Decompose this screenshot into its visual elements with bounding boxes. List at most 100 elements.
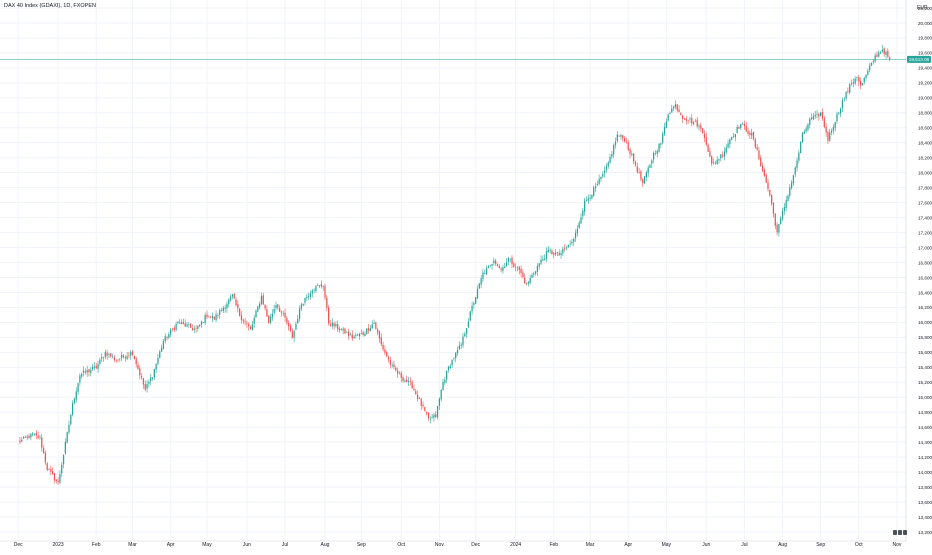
candle-body: [258, 303, 261, 308]
candle-body: [752, 132, 755, 140]
candle-body: [66, 432, 68, 443]
auto-scale-button-icon[interactable]: [903, 530, 907, 535]
candle-body: [188, 324, 190, 325]
candle-body: [594, 186, 597, 189]
scale-button-icon[interactable]: [893, 530, 897, 535]
candle-body: [520, 268, 522, 274]
candle-body: [740, 123, 742, 128]
candle-body: [534, 271, 537, 274]
candle-body: [311, 290, 313, 294]
candle-body: [683, 118, 686, 120]
candle-body: [656, 150, 658, 154]
y-tick-label: 14,800.0: [918, 410, 932, 415]
candle-body: [625, 141, 628, 143]
candle-body: [431, 416, 433, 419]
candle-body: [867, 70, 869, 75]
candle-body: [456, 349, 459, 354]
candle-body: [859, 80, 862, 86]
candle-body: [427, 412, 430, 419]
candle-body: [375, 322, 377, 329]
candle-body: [603, 170, 606, 174]
candle-body: [714, 162, 716, 164]
candle-body: [861, 82, 864, 86]
last-price-badge: [907, 55, 931, 63]
candle-body: [774, 213, 776, 226]
candle-body: [634, 161, 637, 166]
candle-body: [226, 303, 228, 309]
candle-body: [841, 100, 844, 109]
candle-body: [26, 436, 28, 438]
candle-body: [589, 197, 591, 199]
candle-body: [309, 293, 312, 297]
candle-body: [827, 131, 829, 141]
candle-body: [39, 436, 41, 438]
candle-body: [237, 304, 239, 309]
candle-body: [106, 352, 108, 356]
candle-body: [732, 136, 735, 137]
candle-body: [509, 258, 511, 260]
candle-body: [208, 316, 210, 318]
candle-body: [480, 278, 482, 285]
candle-body: [110, 353, 112, 357]
candle-body: [61, 464, 63, 474]
x-tick-label: Mar: [586, 542, 595, 548]
candle-body: [215, 314, 217, 321]
y-tick-label: 17,400.0: [918, 215, 932, 220]
candle-body: [816, 114, 818, 115]
candle-body: [609, 156, 611, 163]
x-tick-label: May: [662, 542, 672, 548]
candle-body: [433, 414, 435, 418]
candle-body: [318, 285, 321, 286]
candle-body: [574, 232, 577, 239]
candle-body: [351, 334, 353, 339]
candle-body: [745, 125, 747, 132]
candle-body: [186, 324, 188, 327]
candle-body: [288, 322, 290, 327]
candle-body: [600, 176, 602, 180]
candle-body: [366, 328, 368, 334]
candle-body: [97, 364, 99, 369]
settings-button-icon[interactable]: [898, 530, 902, 535]
candle-body: [335, 324, 337, 327]
candle-body: [384, 349, 386, 353]
candle-body: [407, 380, 410, 382]
candle-body: [780, 218, 782, 225]
candle-body: [371, 324, 373, 328]
candle-body: [751, 133, 753, 136]
candle-body: [229, 296, 232, 301]
candle-body: [22, 436, 25, 439]
candle-body: [122, 355, 125, 357]
candle-body: [242, 319, 244, 322]
candle-body: [19, 440, 21, 443]
candle-body: [358, 333, 361, 337]
candle-body: [658, 143, 660, 152]
candle-body: [159, 351, 161, 358]
y-tick-label: 13,600.0: [918, 500, 932, 505]
candle-body: [235, 299, 237, 306]
candle-body: [440, 390, 442, 400]
candle-body: [478, 283, 480, 289]
y-tick-label: 13,400.0: [918, 515, 932, 520]
candle-body: [111, 356, 114, 357]
candle-body: [284, 312, 286, 318]
y-tick-label: 13,200.0: [918, 530, 932, 535]
y-tick-label: 13,800.0: [918, 485, 932, 490]
x-tick-label: Aug: [321, 542, 330, 548]
chart-corner-buttons[interactable]: [893, 530, 907, 535]
candle-body: [789, 187, 791, 196]
y-tick-label: 20,200.0: [918, 6, 932, 11]
candle-body: [838, 112, 840, 114]
candle-body: [756, 147, 758, 150]
candle-body: [148, 381, 150, 384]
currency-label[interactable]: EUR: [917, 5, 928, 11]
candle-body: [716, 159, 718, 164]
candle-body: [153, 368, 155, 378]
chart-legend-title: DAX 40 Index (GDAXI), 1D, FXOPEN: [4, 3, 97, 9]
candle-body: [262, 295, 264, 305]
candle-body: [55, 479, 57, 482]
candle-body: [291, 331, 293, 339]
candle-body: [638, 172, 640, 173]
candle-body: [865, 74, 867, 78]
candle-body: [33, 433, 36, 435]
